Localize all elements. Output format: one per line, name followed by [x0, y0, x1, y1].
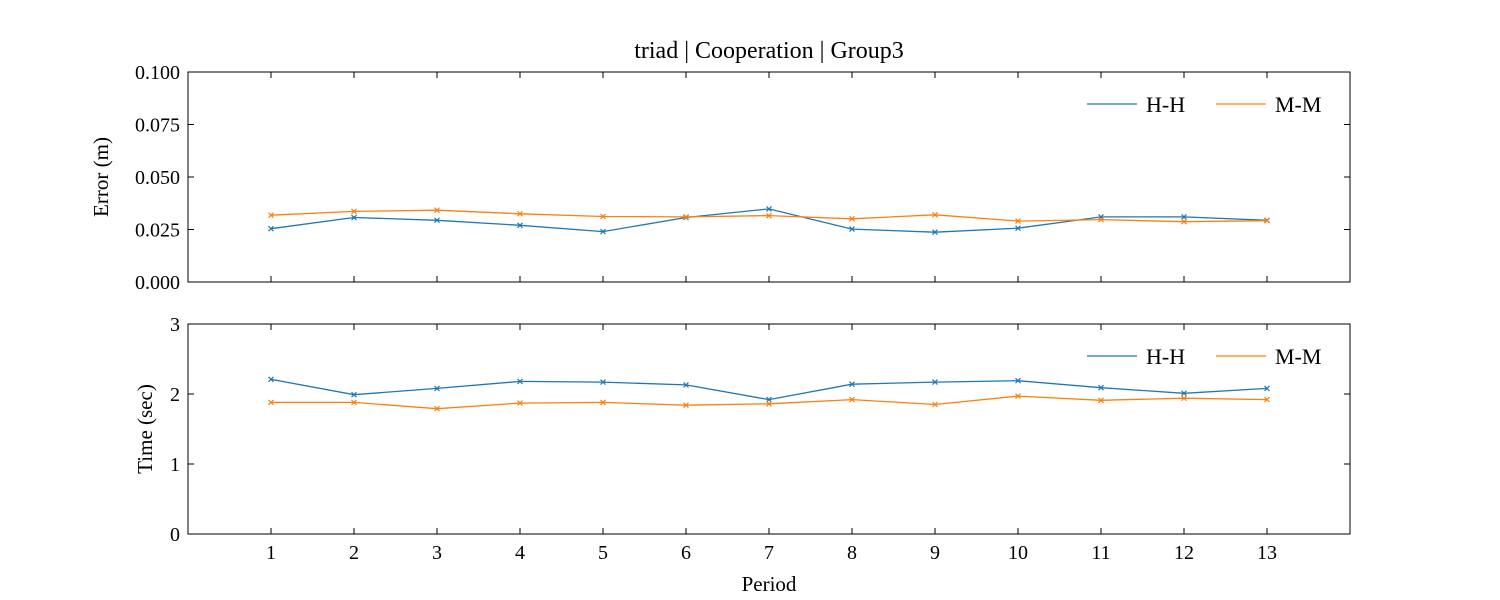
panel-1-series-h-h-point — [766, 205, 772, 212]
panel-2-series-m-m-point — [1098, 397, 1104, 404]
panel-2-series-h-h-point — [434, 385, 440, 392]
panel-1-series-m-m-point — [1098, 216, 1104, 223]
panel-1-y-tick-label: 0.050 — [135, 167, 180, 189]
x-tick-label: 5 — [598, 542, 608, 564]
panel-1-series-m-m-point — [849, 215, 855, 222]
x-tick-label: 13 — [1257, 542, 1277, 564]
panel-2-series-m-m-point — [268, 399, 274, 406]
x-tick-label: 11 — [1091, 542, 1110, 564]
panel-2-series-m-m-point — [1181, 395, 1187, 402]
panel-2-y-tick-label: 2 — [170, 384, 180, 406]
panel-2-series-h-h-point — [1181, 390, 1187, 397]
panel-1-series-h-h-point — [849, 226, 855, 233]
panel-1-legend-label-h-h: H-H — [1146, 92, 1185, 117]
panel-1-series-m-m-point — [434, 207, 440, 214]
panel-2-series-h-h-point — [683, 381, 689, 388]
x-tick-label: 3 — [432, 542, 442, 564]
panel-1-series-h-h-point — [1015, 225, 1021, 232]
x-tick-label: 4 — [515, 542, 525, 564]
panel-2-series-h-h-point — [517, 378, 523, 385]
panel-2-series-m-m-point — [1264, 396, 1270, 403]
x-tick-label: 1 — [266, 542, 276, 564]
panel-1-series-h-h-point — [268, 225, 274, 232]
chart-title: triad | Cooperation | Group3 — [634, 38, 904, 64]
panel-2-series-h-h-point — [1098, 384, 1104, 391]
panel-1-series-m-m-point — [932, 211, 938, 218]
panel-2-y-axis-label: Time (sec) — [133, 384, 157, 474]
panel-2-series-m-m-point — [849, 396, 855, 403]
panel-2-series-h-h-point — [600, 379, 606, 386]
panel-2-y-tick-label: 3 — [170, 314, 180, 336]
panel-2-series-m-m-point — [932, 401, 938, 408]
x-tick-label: 10 — [1008, 542, 1028, 564]
panel-2-legend-label-m-m: M-M — [1275, 344, 1321, 369]
panel-1-series-m-m-point — [1015, 218, 1021, 225]
panel-2-series-h-h-point — [849, 381, 855, 388]
panel-2-series-m-m-point — [351, 399, 357, 406]
panel-1-series-m-m-point — [1264, 217, 1270, 224]
x-tick-label: 2 — [349, 542, 359, 564]
panel-2-y-tick-label: 1 — [170, 454, 180, 476]
panel-1-series-m-m-point — [683, 213, 689, 220]
panel-1-series-h-h-point — [351, 214, 357, 221]
panel-1-legend-label-m-m: M-M — [1275, 92, 1321, 117]
x-tick-label: 12 — [1174, 542, 1194, 564]
panel-1-series-m-m-point — [600, 213, 606, 220]
panel-1-y-tick-label: 0.025 — [135, 220, 180, 242]
x-tick-label: 6 — [681, 542, 691, 564]
panel-2-series-h-h-line — [270, 378, 1268, 401]
panel-1-series-m-m-point — [766, 212, 772, 219]
panel-1-y-tick-label: 0.000 — [135, 272, 180, 294]
panel-1-series-h-h-point — [932, 229, 938, 236]
panel-2-series-m-m-point — [517, 400, 523, 407]
x-tick-label: 9 — [930, 542, 940, 564]
panel-1-series-h-h-point — [1181, 213, 1187, 220]
panel-1-series-h-h-point — [434, 217, 440, 224]
panel-2-series-h-h-point — [1264, 385, 1270, 392]
panel-2-series-m-m-point — [434, 405, 440, 412]
x-axis-label: Period — [742, 572, 797, 596]
panel-2-series-m-m-point — [683, 402, 689, 409]
panel-1-y-tick-label: 0.075 — [135, 115, 180, 137]
x-tick-label: 8 — [847, 542, 857, 564]
x-tick-label: 7 — [764, 542, 774, 564]
panel-2-series-m-m-point — [1015, 393, 1021, 400]
panel-2-series-h-h-point — [1015, 377, 1021, 384]
panel-2-legend-label-h-h: H-H — [1146, 344, 1185, 369]
panel-2-series-m-m-point — [766, 400, 772, 407]
panel-1-series-m-m-point — [1181, 218, 1187, 225]
panel-2-series-h-h-point — [766, 396, 772, 403]
panel-2-series-h-h-point — [351, 391, 357, 398]
panel-1-y-axis-label: Error (m) — [89, 137, 113, 217]
panel-2-series-m-m-point — [600, 399, 606, 406]
panel-1-series-h-h-point — [517, 222, 523, 229]
panel-1-series-m-m-point — [268, 212, 274, 219]
panel-1-series-m-m-point — [351, 208, 357, 215]
panel-2-y-tick-label: 0 — [170, 524, 180, 546]
panel-2-series-h-h-point — [932, 379, 938, 386]
panel-1-y-tick-label: 0.100 — [135, 62, 180, 84]
panel-2-series-h-h-point — [268, 376, 274, 383]
panel-1-series-h-h-point — [600, 228, 606, 235]
panel-1-series-m-m-point — [517, 210, 523, 217]
panel-2-series-m-m-line — [271, 395, 1268, 410]
